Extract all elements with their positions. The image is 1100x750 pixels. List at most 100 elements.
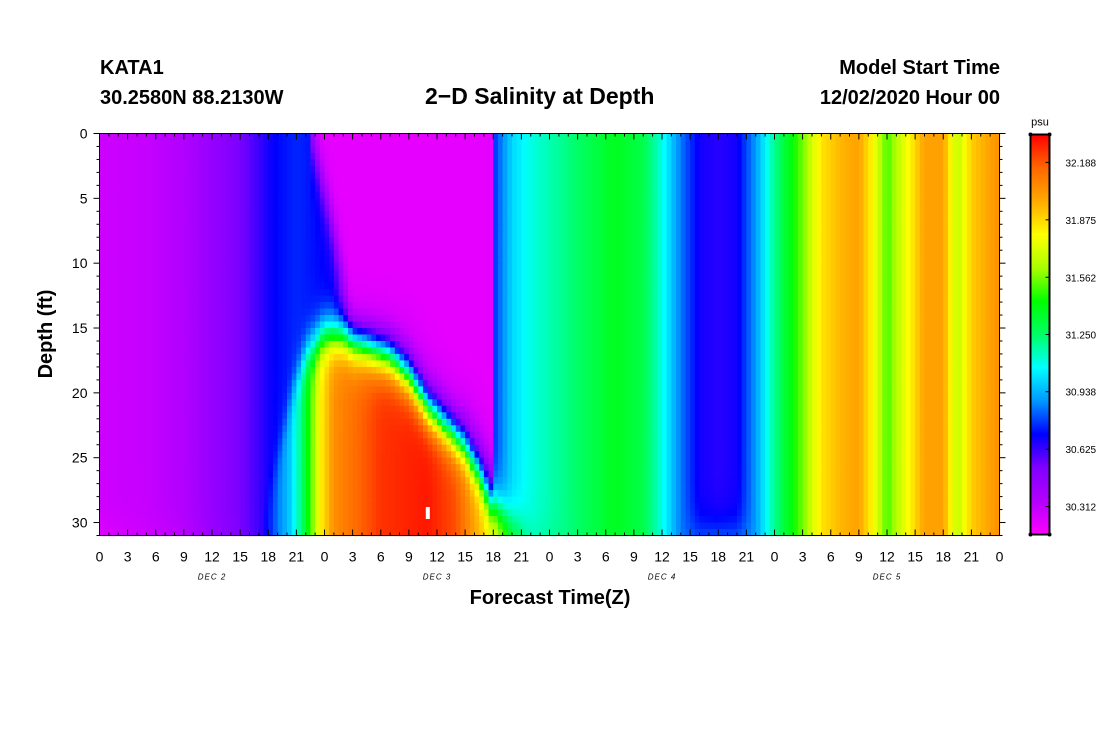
heatmap-cell bbox=[221, 276, 227, 284]
heatmap-cell bbox=[488, 191, 494, 199]
heatmap-cell bbox=[844, 185, 851, 193]
heatmap-cell bbox=[263, 269, 269, 277]
heatmap-cell bbox=[605, 217, 612, 225]
heatmap-cell bbox=[127, 295, 133, 303]
heatmap-cell bbox=[549, 185, 555, 193]
heatmap-cell bbox=[793, 211, 799, 219]
heatmap-cell bbox=[793, 133, 799, 141]
heatmap-cell bbox=[624, 146, 630, 154]
heatmap-cell bbox=[268, 133, 274, 141]
heatmap-cell bbox=[230, 250, 237, 258]
heatmap-cell bbox=[277, 295, 283, 303]
heatmap-cell bbox=[887, 217, 893, 225]
heatmap-cell bbox=[108, 191, 115, 199]
heatmap-cell bbox=[868, 263, 874, 271]
heatmap-cell bbox=[699, 133, 705, 141]
heatmap-cell bbox=[521, 178, 527, 186]
heatmap-cell bbox=[113, 230, 119, 238]
heatmap-cell bbox=[376, 276, 382, 284]
heatmap-cell bbox=[676, 139, 682, 148]
heatmap-cell bbox=[193, 289, 199, 297]
heatmap-cell bbox=[568, 217, 574, 225]
heatmap-cell bbox=[483, 133, 490, 141]
heatmap-cell bbox=[385, 178, 391, 186]
heatmap-cell bbox=[901, 243, 907, 251]
heatmap-cell bbox=[366, 237, 372, 245]
heatmap-cell bbox=[704, 256, 710, 264]
heatmap-cell bbox=[329, 198, 335, 206]
heatmap-cell bbox=[338, 256, 344, 264]
heatmap-cell bbox=[924, 146, 930, 154]
heatmap-cell bbox=[347, 243, 354, 251]
heatmap-cell bbox=[394, 159, 401, 167]
heatmap-cell bbox=[394, 250, 401, 258]
heatmap-cell bbox=[713, 282, 719, 290]
heatmap-cell bbox=[760, 133, 766, 141]
heatmap-cell bbox=[788, 178, 794, 186]
heatmap-cell bbox=[446, 276, 452, 284]
heatmap-cell bbox=[179, 159, 185, 167]
heatmap-cell bbox=[118, 152, 124, 161]
heatmap-cell bbox=[296, 237, 302, 245]
heatmap-cell bbox=[887, 230, 893, 238]
heatmap-cell bbox=[802, 243, 808, 251]
heatmap-cell bbox=[390, 204, 396, 212]
heatmap-cell bbox=[422, 224, 429, 232]
heatmap-cell bbox=[746, 276, 752, 284]
heatmap-cell bbox=[610, 217, 616, 225]
heatmap-cell bbox=[901, 211, 907, 219]
heatmap-cell bbox=[296, 165, 302, 173]
heatmap-cell bbox=[713, 295, 719, 303]
heatmap-cell bbox=[535, 224, 541, 232]
heatmap-cell bbox=[418, 230, 424, 238]
heatmap-cell bbox=[146, 289, 152, 297]
heatmap-cell bbox=[807, 172, 813, 180]
heatmap-cell bbox=[797, 295, 804, 303]
heatmap-cell bbox=[722, 198, 729, 206]
heatmap-cell bbox=[333, 204, 340, 212]
heatmap-cell bbox=[301, 282, 307, 290]
heatmap-cell bbox=[662, 230, 668, 238]
heatmap-cell bbox=[718, 191, 724, 199]
heatmap-cell bbox=[263, 224, 269, 232]
heatmap-cell bbox=[652, 139, 658, 148]
heatmap-cell bbox=[962, 133, 968, 141]
heatmap-cell bbox=[268, 295, 274, 303]
heatmap-cell bbox=[474, 211, 480, 219]
heatmap-cell bbox=[301, 269, 307, 277]
heatmap-cell bbox=[549, 217, 555, 225]
heatmap-cell bbox=[643, 152, 649, 161]
heatmap-cell bbox=[197, 263, 204, 271]
heatmap-cell bbox=[844, 178, 851, 186]
heatmap-cell bbox=[193, 263, 199, 271]
heatmap-cell bbox=[788, 152, 794, 161]
heatmap-cell bbox=[221, 146, 227, 154]
heatmap-cell bbox=[521, 146, 527, 154]
heatmap-cell bbox=[366, 295, 372, 303]
heatmap-cell bbox=[497, 198, 504, 206]
heatmap-cell bbox=[901, 198, 907, 206]
heatmap-cell bbox=[226, 289, 232, 297]
heatmap-cell bbox=[277, 133, 283, 141]
heatmap-cell bbox=[812, 146, 818, 154]
heatmap-cell bbox=[868, 289, 874, 297]
heatmap-cell bbox=[230, 133, 237, 141]
heatmap-cell bbox=[615, 224, 621, 232]
heatmap-cell bbox=[287, 159, 293, 167]
heatmap-cell bbox=[896, 217, 902, 225]
heatmap-cell bbox=[844, 230, 851, 238]
heatmap-cell bbox=[877, 191, 883, 199]
heatmap-cell bbox=[329, 237, 335, 245]
heatmap-cell bbox=[554, 243, 560, 251]
heatmap-cell bbox=[676, 224, 682, 232]
heatmap-cell bbox=[287, 230, 293, 238]
heatmap-cell bbox=[807, 159, 813, 167]
heatmap-cell bbox=[268, 217, 274, 225]
heatmap-cell bbox=[324, 139, 330, 148]
heatmap-cell bbox=[783, 269, 790, 277]
heatmap-cell bbox=[872, 204, 879, 212]
heatmap-cell bbox=[427, 139, 433, 148]
heatmap-cell bbox=[113, 243, 119, 251]
heatmap-cell bbox=[755, 230, 762, 238]
heatmap-cell bbox=[254, 191, 260, 199]
